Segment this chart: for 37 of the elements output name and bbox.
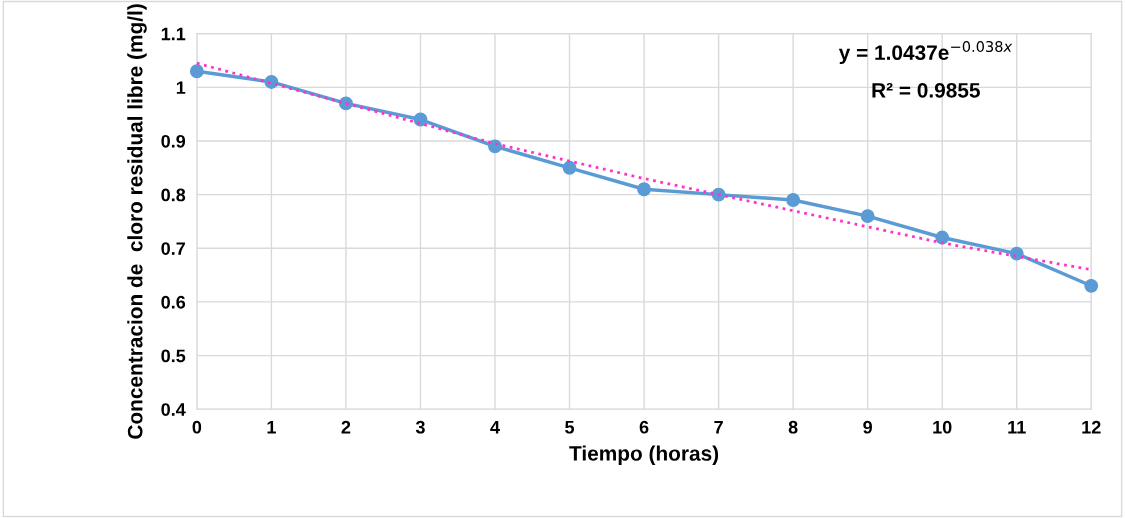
x-tick-label: 6 xyxy=(639,420,649,434)
y-tick-label: 1.1 xyxy=(161,27,186,41)
point xyxy=(711,187,726,202)
y-tick-label: 0.5 xyxy=(161,349,186,363)
y-tick-label: 0.8 xyxy=(161,188,186,202)
point xyxy=(264,75,279,89)
point xyxy=(935,230,950,245)
x-tick-label: 11 xyxy=(1008,420,1026,434)
y-tick-label: 0.4 xyxy=(161,403,186,416)
x-tick-label: 3 xyxy=(415,420,425,434)
point xyxy=(1084,278,1099,293)
point xyxy=(338,96,353,111)
x-tick-label: 7 xyxy=(714,420,723,434)
y-axis-title: Concentracion de cloro residual libre (mg/l) xyxy=(127,4,147,439)
x-tick-label: 1 xyxy=(267,420,276,434)
x-tick-label: 2 xyxy=(341,420,351,434)
point xyxy=(413,112,428,127)
y-tick-label: 0.9 xyxy=(161,134,186,148)
x-tick-label: 4 xyxy=(490,420,500,434)
x-tick-label: 9 xyxy=(863,420,873,434)
x-axis-title: Tiempo (horas) xyxy=(569,445,719,465)
x-tick-label: 10 xyxy=(933,420,952,434)
y-tick-label: 0.6 xyxy=(161,295,186,309)
y-tick-label: 0.7 xyxy=(161,242,185,255)
annotation: y = 1.0437e$^{−0.038x}$ xyxy=(838,41,1013,65)
x-tick-label: 8 xyxy=(788,420,798,434)
point xyxy=(189,64,204,79)
point xyxy=(786,193,801,207)
point xyxy=(562,160,577,175)
point xyxy=(860,209,875,224)
x-tick-label: 5 xyxy=(565,420,575,434)
point xyxy=(637,182,652,197)
x-tick-label: 12 xyxy=(1082,420,1101,434)
annotation: R² = 0.9855 xyxy=(872,82,980,98)
x-tick-label: 0 xyxy=(192,420,202,434)
point xyxy=(488,139,502,154)
y-tick-label: 1 xyxy=(176,81,186,94)
